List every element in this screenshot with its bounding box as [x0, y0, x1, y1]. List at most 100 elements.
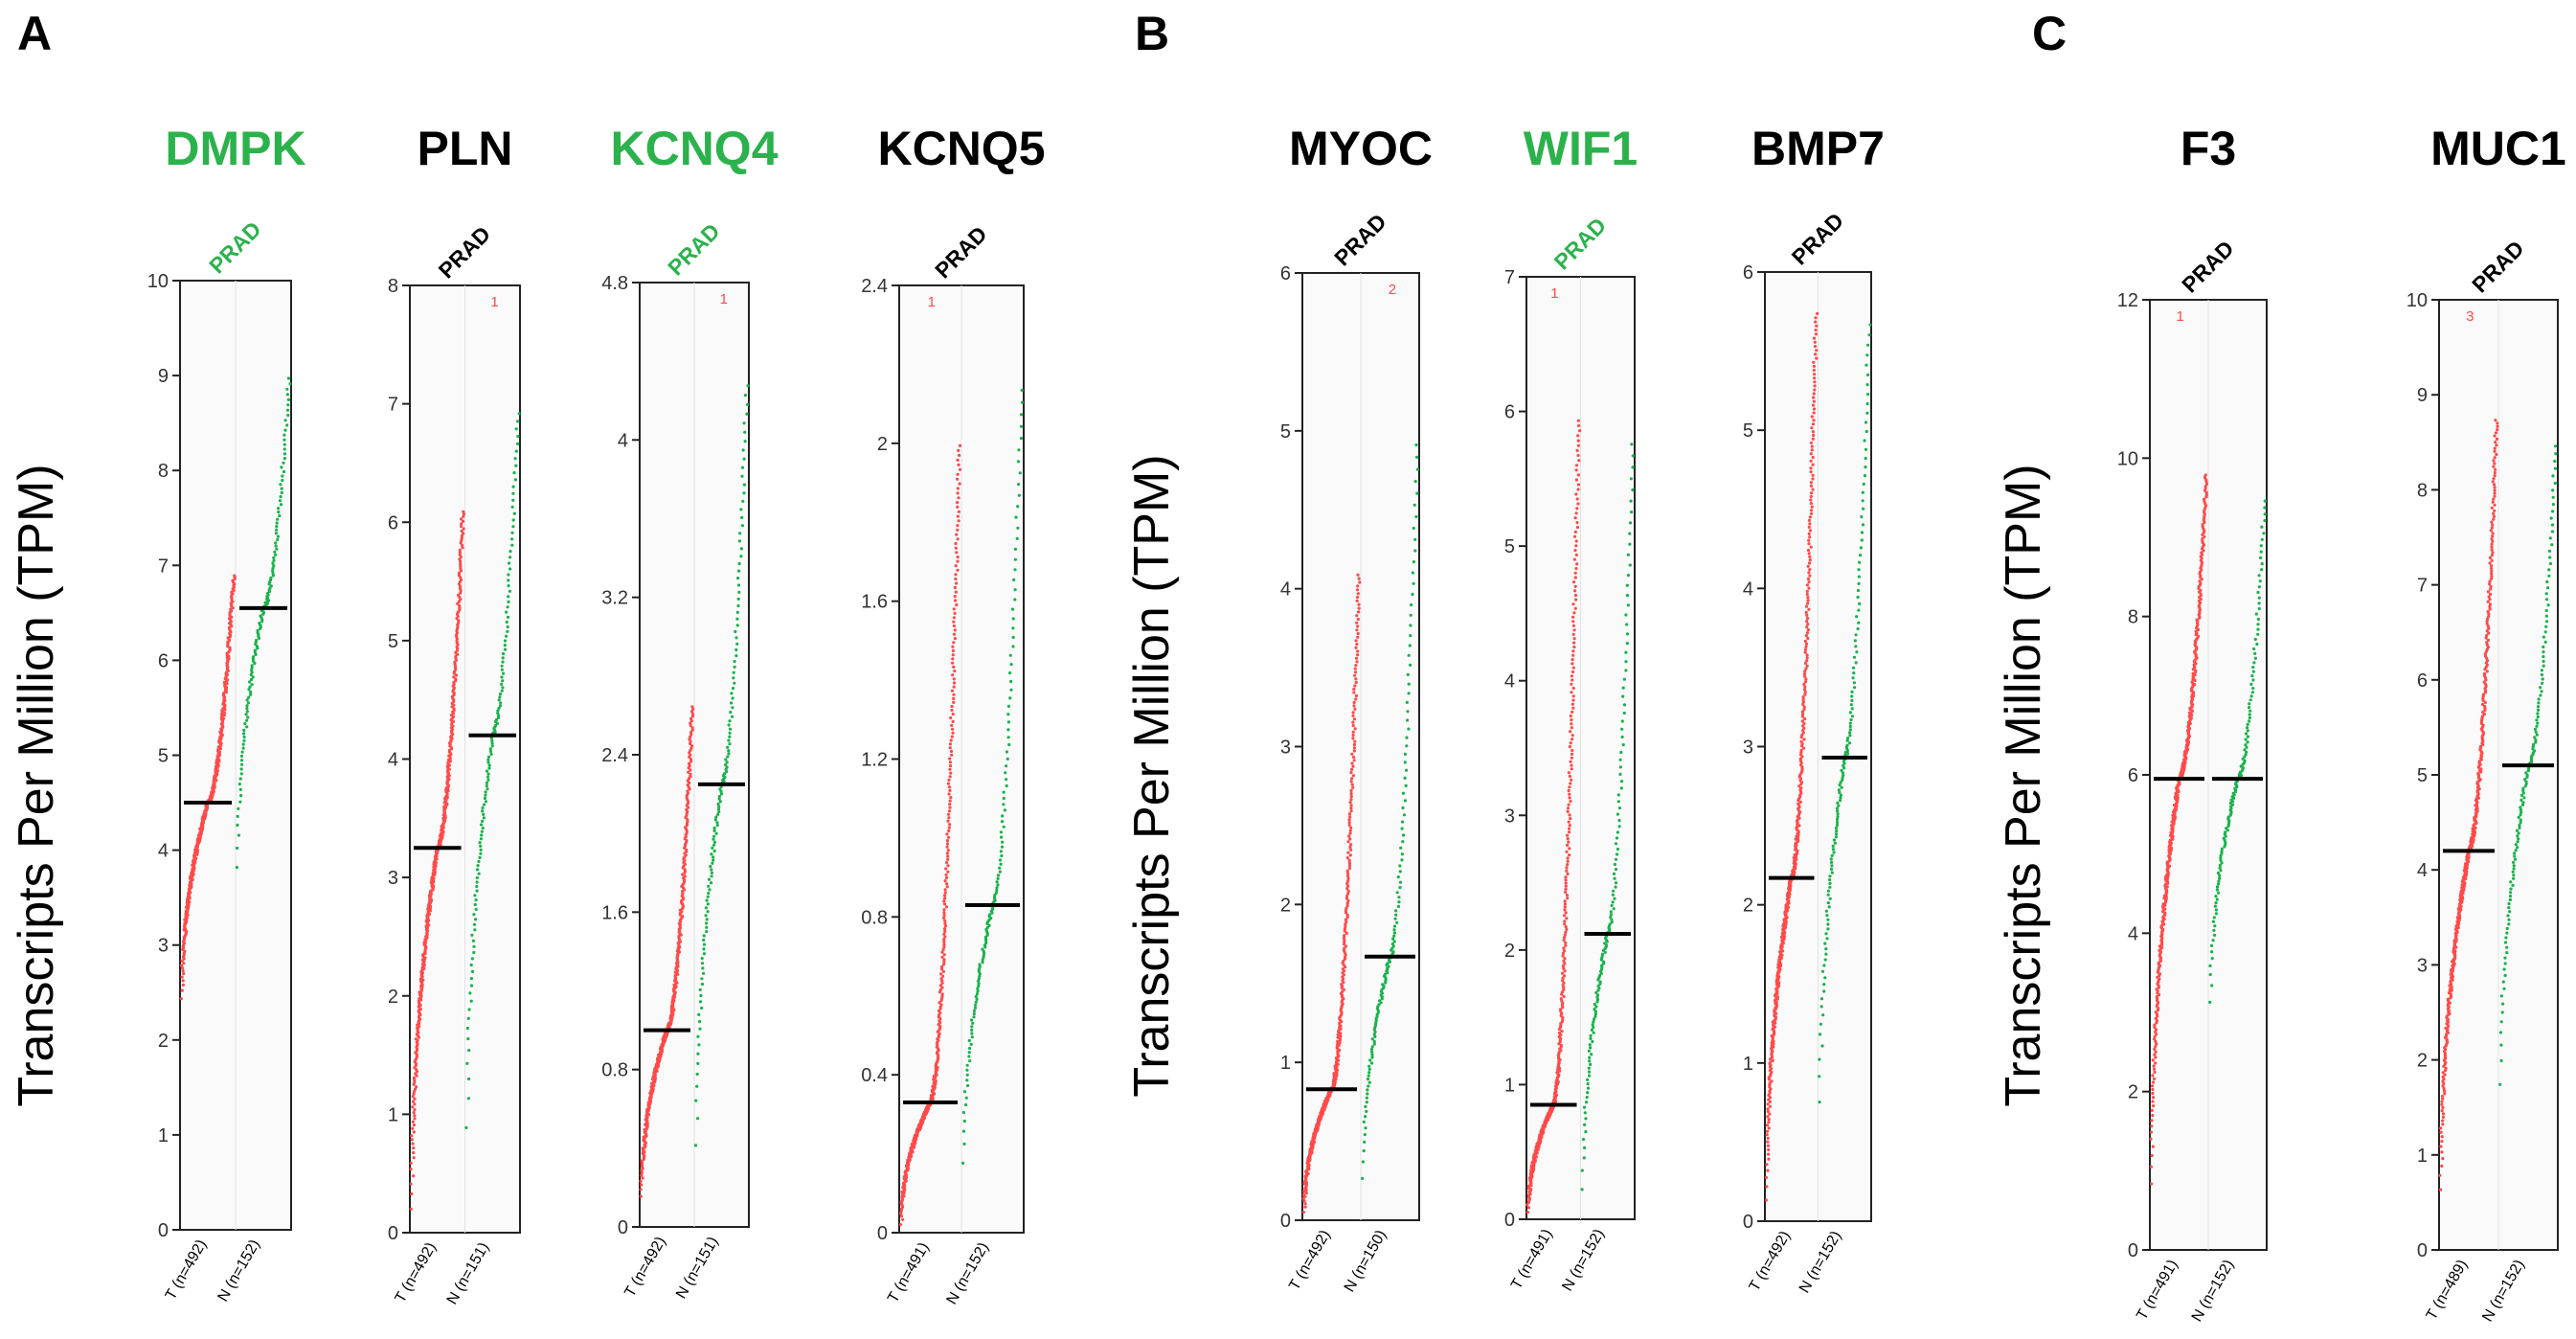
data-point — [285, 408, 290, 412]
data-point — [507, 600, 510, 604]
data-point — [1350, 767, 1354, 772]
data-point — [1565, 869, 1569, 873]
data-point — [459, 556, 463, 559]
data-point — [696, 1052, 700, 1055]
data-point — [1764, 1198, 1769, 1202]
data-point — [702, 938, 706, 942]
data-point — [459, 566, 463, 571]
data-point — [1336, 1035, 1340, 1039]
data-point — [457, 619, 461, 623]
data-point — [1348, 845, 1352, 850]
data-point — [459, 569, 463, 573]
data-point — [951, 661, 955, 665]
data-point — [475, 889, 479, 893]
data-point — [729, 701, 734, 705]
data-point — [242, 732, 246, 736]
data-point — [681, 915, 685, 919]
data-point — [461, 546, 464, 550]
y-tick-label: 2 — [877, 434, 888, 455]
data-point — [1357, 610, 1361, 614]
data-point — [1862, 507, 1865, 511]
data-point — [947, 826, 952, 829]
data-point — [965, 1078, 969, 1082]
data-point — [696, 1034, 700, 1038]
data-point — [1865, 401, 1869, 406]
data-point — [1809, 441, 1814, 444]
data-point — [639, 1179, 643, 1183]
data-point — [508, 550, 512, 554]
data-point — [1832, 851, 1836, 854]
data-point — [689, 710, 694, 714]
data-point — [1356, 617, 1360, 622]
y-tick-label: 2.4 — [601, 745, 628, 766]
data-point — [503, 639, 508, 643]
data-point — [1571, 580, 1576, 584]
data-point — [987, 923, 991, 928]
data-point — [1403, 776, 1407, 781]
data-point — [1354, 664, 1358, 668]
data-point — [1806, 601, 1810, 605]
data-point — [185, 929, 189, 933]
data-point — [960, 1161, 965, 1165]
data-point — [1765, 1133, 1769, 1137]
data-point — [250, 666, 254, 670]
data-point — [1825, 914, 1829, 918]
data-point — [981, 961, 984, 965]
data-point — [1568, 847, 1571, 851]
data-point — [411, 1100, 416, 1103]
data-point — [1570, 752, 1574, 757]
data-point — [958, 443, 962, 447]
data-point — [1846, 737, 1850, 740]
data-point — [507, 579, 510, 582]
data-point — [1864, 447, 1868, 451]
data-point — [410, 1138, 414, 1142]
data-point — [641, 1146, 644, 1150]
data-point — [235, 866, 238, 870]
data-point — [952, 641, 956, 645]
data-point — [952, 616, 957, 620]
data-point — [1804, 645, 1808, 648]
data-point — [475, 875, 479, 880]
data-point — [1304, 1191, 1308, 1195]
data-point — [971, 1021, 975, 1025]
data-point — [1807, 571, 1811, 575]
data-point — [716, 812, 720, 817]
tumor-points-kcnq5 — [898, 443, 962, 1227]
data-point — [1405, 700, 1409, 705]
data-point — [694, 1099, 698, 1102]
data-point — [421, 953, 425, 957]
data-point — [705, 921, 709, 925]
data-point — [1006, 704, 1010, 709]
data-point — [1631, 465, 1635, 469]
tumor-points-kcnq4 — [639, 705, 695, 1198]
data-point — [2151, 1058, 2155, 1062]
data-point — [1356, 631, 1360, 636]
data-point — [506, 615, 510, 620]
data-point — [1571, 706, 1575, 710]
data-point — [1571, 624, 1575, 627]
y-tick-label: 2 — [1743, 896, 1753, 917]
data-point — [974, 1000, 978, 1004]
data-point — [501, 656, 505, 660]
data-point — [1812, 411, 1816, 415]
data-point — [238, 777, 242, 781]
data-point — [1612, 872, 1616, 876]
data-point — [249, 692, 253, 696]
data-point — [1805, 613, 1809, 618]
y-tick-label: 1.2 — [861, 750, 888, 771]
data-point — [236, 823, 239, 828]
data-point — [712, 834, 716, 838]
data-point — [1812, 396, 1816, 399]
data-point — [1766, 1169, 1770, 1172]
y-tick-label: 7 — [1504, 267, 1515, 288]
data-point — [702, 934, 706, 938]
data-point — [1628, 542, 1632, 546]
data-point — [1804, 642, 1809, 647]
data-point — [239, 754, 244, 759]
data-point — [1629, 521, 1633, 525]
data-point — [1811, 473, 1815, 477]
data-point — [745, 412, 749, 416]
data-point — [746, 402, 750, 407]
